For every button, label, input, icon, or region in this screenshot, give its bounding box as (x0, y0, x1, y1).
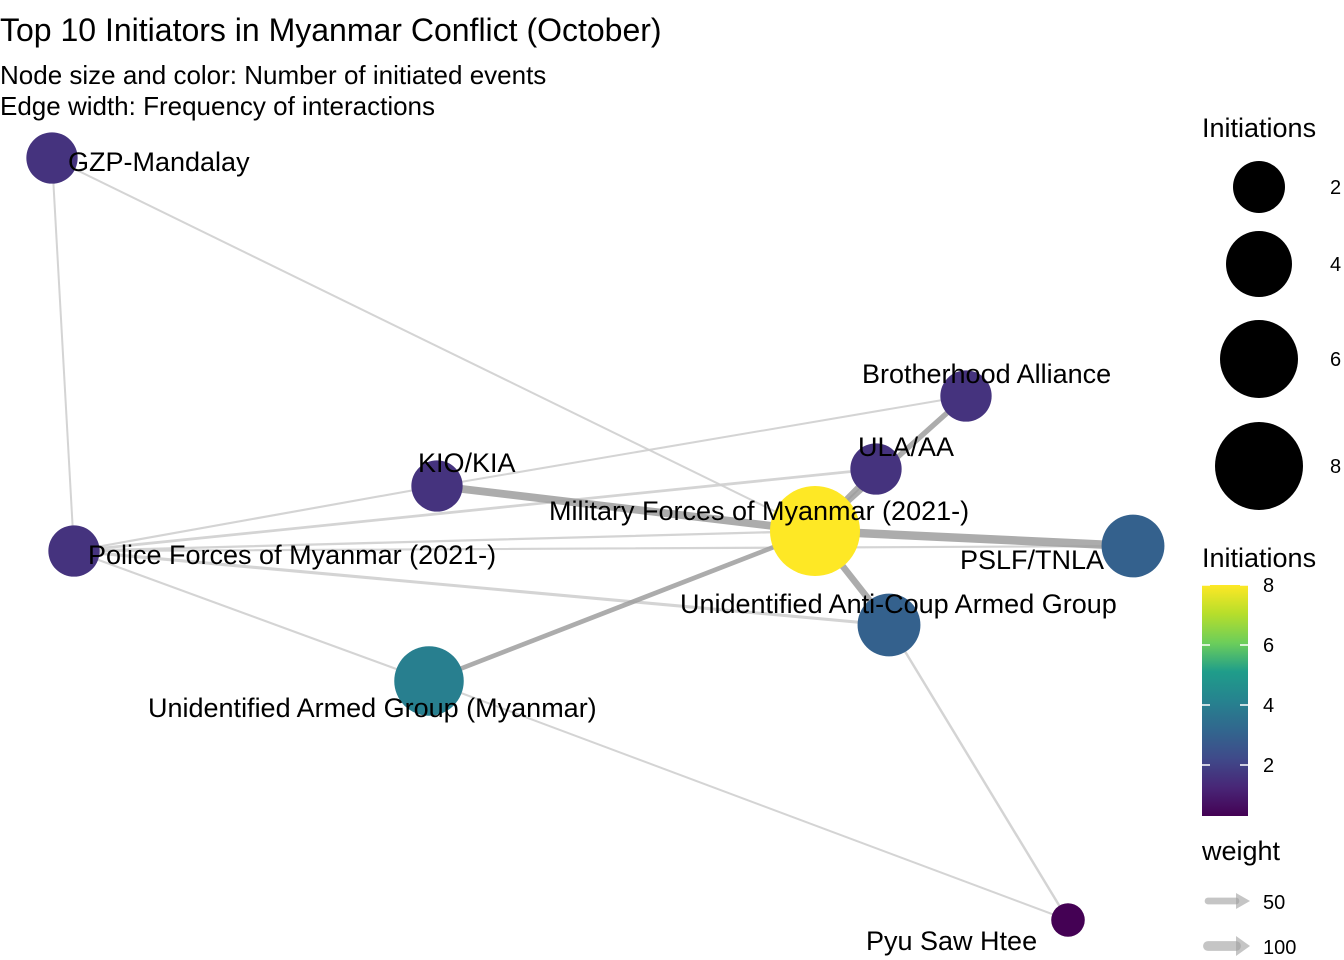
edge-anticoup-pyu (887, 623, 1070, 922)
legend-color: Initiations 8 6 4 2 (1202, 543, 1316, 816)
node-police (48, 525, 100, 577)
legend-color-label-2: 2 (1263, 755, 1274, 777)
edge-gzp-military (50, 156, 817, 533)
node-pyu (1051, 903, 1085, 937)
legend-weight-label-100: 100 (1263, 937, 1296, 959)
legend-color-ticks: 8 6 4 2 (1202, 575, 1274, 777)
legend-weight-title: weight (1201, 836, 1281, 866)
edge-police-kio (72, 484, 439, 553)
legend-size-circle-4 (1226, 231, 1292, 297)
labels-layer: GZP-Mandalay Police Forces of Myanmar (20… (68, 147, 1117, 956)
edge-military-armed (426, 528, 818, 684)
node-anticoup (857, 593, 921, 657)
node-label-pslf: PSLF/TNLA (960, 545, 1104, 575)
node-armed (394, 646, 464, 716)
legend-size: Initiations 2 4 6 8 (1202, 113, 1341, 510)
legend-size-label-2: 2 (1330, 177, 1341, 199)
node-label-gzp: GZP-Mandalay (68, 147, 250, 177)
legend-weight-arrow-50 (1236, 893, 1250, 909)
node-ula (850, 443, 902, 495)
node-label-ula: ULA/AA (858, 432, 954, 462)
diagram-subtitle-line1: Node size and color: Number of initiated… (0, 60, 546, 90)
diagram-title: Top 10 Initiators in Myanmar Conflict (O… (0, 12, 662, 48)
edge-military-pslf (810, 526, 1138, 551)
legend-weight-arrow-100 (1236, 936, 1250, 956)
legend-size-circle-6 (1220, 320, 1298, 398)
node-label-brotherhood: Brotherhood Alliance (862, 359, 1111, 389)
legend-size-circle-2 (1233, 161, 1285, 213)
legend-size-label-6: 6 (1330, 349, 1341, 371)
edge-armed-pyu (427, 679, 1070, 922)
node-label-kio: KIO/KIA (418, 448, 516, 478)
edge-police-pslf (72, 544, 1135, 553)
diagram-subtitle-line2: Edge width: Frequency of interactions (0, 91, 435, 121)
node-label-anticoup: Unidentified Anti-Coup Armed Group (680, 589, 1117, 619)
node-label-police: Police Forces of Myanmar (2021-) (88, 540, 496, 570)
node-label-military: Military Forces of Myanmar (2021-) (549, 496, 969, 526)
node-label-pyu: Pyu Saw Htee (866, 926, 1037, 956)
legend-color-title: Initiations (1202, 543, 1316, 573)
node-kio (411, 460, 463, 512)
edge-police-anticoup (72, 549, 891, 627)
edge-kio-brotherhood (435, 394, 968, 488)
legend-size-circle-8 (1215, 422, 1303, 510)
edge-police-ula (72, 467, 878, 553)
legend-weight-items: 50 100 (1203, 892, 1296, 959)
node-gzp (26, 132, 78, 184)
legend-color-label-4: 4 (1263, 695, 1274, 717)
node-brotherhood (940, 370, 992, 422)
legend-color-label-6: 6 (1263, 635, 1274, 657)
legend-size-label-8: 8 (1330, 456, 1341, 478)
node-pslf (1101, 514, 1165, 578)
edges-layer (50, 156, 1138, 922)
legend-colorbar (1202, 585, 1248, 816)
edge-police-armed (72, 549, 431, 683)
nodes-layer (26, 132, 1165, 937)
legend-size-label-4: 4 (1330, 254, 1341, 276)
legend-color-label-8: 8 (1263, 575, 1274, 597)
node-label-armed: Unidentified Armed Group (Myanmar) (148, 693, 597, 723)
edge-police-military (72, 529, 817, 553)
edge-gzp-police (50, 156, 76, 553)
node-military (770, 486, 860, 576)
legend-size-title: Initiations (1202, 113, 1316, 143)
edge-kio-military (433, 482, 819, 535)
legend-weight: weight 50 100 (1201, 836, 1296, 959)
legend-size-items: 2 4 6 8 (1215, 161, 1341, 510)
legend-weight-label-50: 50 (1263, 892, 1285, 914)
